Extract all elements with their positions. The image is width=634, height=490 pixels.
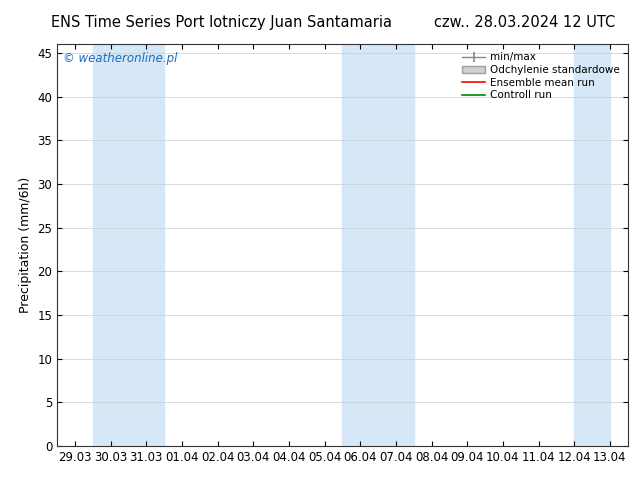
Bar bbox=[574, 44, 610, 446]
Text: © weatheronline.pl: © weatheronline.pl bbox=[63, 52, 177, 65]
Legend: min/max, Odchylenie standardowe, Ensemble mean run, Controll run: min/max, Odchylenie standardowe, Ensembl… bbox=[460, 49, 623, 103]
Text: ENS Time Series Port lotniczy Juan Santamaria: ENS Time Series Port lotniczy Juan Santa… bbox=[51, 15, 392, 30]
Y-axis label: Precipitation (mm/6h): Precipitation (mm/6h) bbox=[19, 177, 32, 313]
Bar bbox=[93, 44, 164, 446]
Bar bbox=[342, 44, 413, 446]
Text: czw.. 28.03.2024 12 UTC: czw.. 28.03.2024 12 UTC bbox=[434, 15, 615, 30]
